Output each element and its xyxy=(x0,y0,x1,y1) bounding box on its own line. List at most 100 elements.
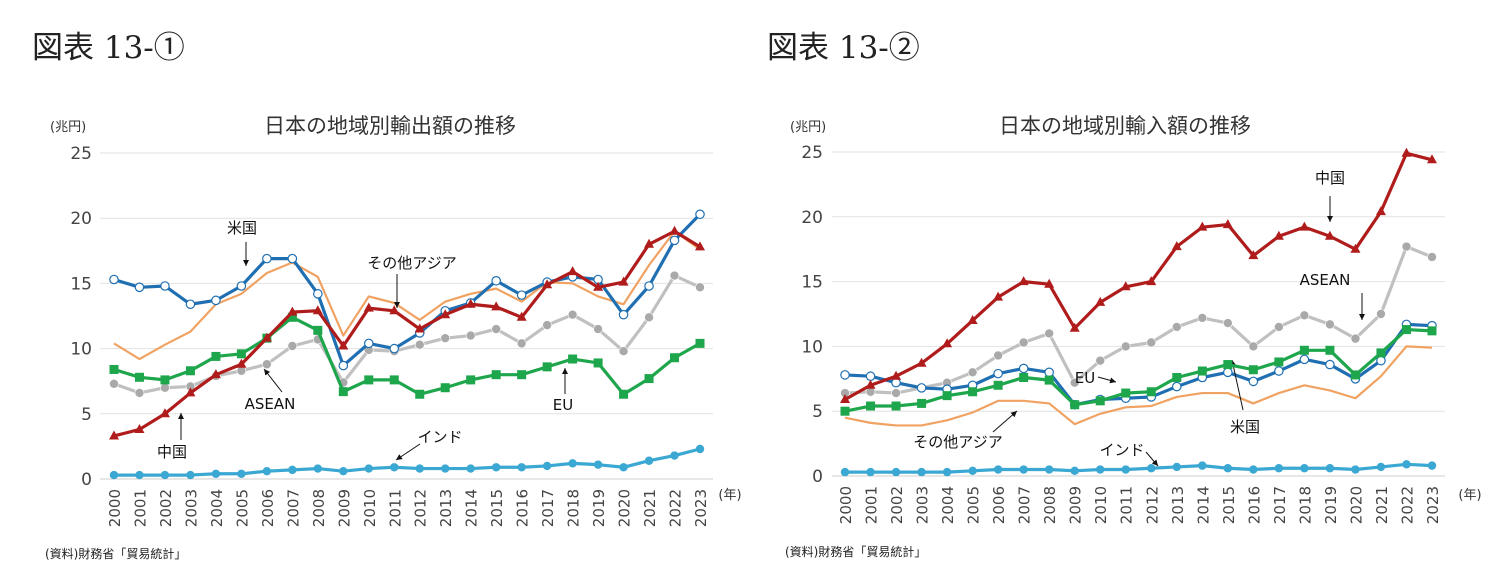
series-label: 中国 xyxy=(157,443,187,461)
data-point xyxy=(866,467,875,477)
y-tick-label: 0 xyxy=(81,470,92,490)
data-point xyxy=(1248,376,1259,387)
data-point xyxy=(1120,281,1131,291)
data-point xyxy=(338,360,349,371)
data-point xyxy=(237,469,246,478)
series-label: 中国 xyxy=(1315,169,1345,187)
data-point xyxy=(1325,464,1335,473)
data-point xyxy=(414,339,425,350)
data-point xyxy=(1044,465,1054,474)
data-point xyxy=(1427,461,1437,470)
data-point xyxy=(1198,461,1207,470)
x-tick-label: 2006 xyxy=(990,486,1008,524)
data-point xyxy=(134,282,145,293)
series-label: 米国 xyxy=(227,219,257,237)
data-point xyxy=(1120,341,1131,352)
x-tick-label: 2008 xyxy=(1041,486,1059,524)
data-point xyxy=(287,253,298,264)
data-point xyxy=(670,451,679,460)
data-point xyxy=(364,375,374,385)
data-point xyxy=(1223,318,1233,328)
x-tick-label: 2016 xyxy=(1245,486,1263,524)
data-point xyxy=(1095,296,1106,306)
data-point xyxy=(287,312,297,322)
x-tick-label: 2001 xyxy=(863,486,881,524)
data-point xyxy=(287,341,298,351)
y-tick-label: 20 xyxy=(70,209,92,229)
data-point xyxy=(1223,367,1233,378)
data-point xyxy=(618,309,629,320)
series-label: EU xyxy=(553,396,573,414)
data-point xyxy=(109,379,119,389)
data-point xyxy=(942,391,952,401)
data-point xyxy=(1018,337,1029,348)
data-point xyxy=(1019,465,1028,474)
data-point xyxy=(542,279,553,289)
data-point xyxy=(593,281,604,291)
annotation-arrow xyxy=(1097,376,1117,384)
data-point xyxy=(1325,345,1335,355)
x-tick-label: 2019 xyxy=(1322,486,1340,524)
data-point xyxy=(542,320,552,330)
data-point xyxy=(619,389,629,399)
y-axis-unit: (兆円) xyxy=(50,120,86,135)
data-point xyxy=(967,367,978,378)
data-point xyxy=(670,353,680,363)
y-tick-label: 25 xyxy=(70,144,92,164)
data-point xyxy=(1401,325,1411,335)
x-tick-label: 2001 xyxy=(131,489,149,527)
data-point xyxy=(1172,373,1182,383)
data-point xyxy=(1351,465,1360,474)
x-tick-label: 2018 xyxy=(565,489,583,527)
data-point xyxy=(312,305,323,315)
data-point xyxy=(134,372,144,382)
data-point xyxy=(1248,341,1259,352)
annotation-arrow xyxy=(395,443,421,461)
data-point xyxy=(288,465,297,475)
data-point xyxy=(695,209,705,220)
series-EU: EU xyxy=(109,312,705,414)
x-axis-unit: (年) xyxy=(718,488,741,503)
series-line xyxy=(113,230,701,361)
data-point xyxy=(942,467,952,477)
data-point xyxy=(1171,381,1182,392)
data-point xyxy=(364,464,373,473)
data-point xyxy=(1146,276,1157,286)
series-インド: インド xyxy=(840,441,1437,477)
data-point xyxy=(1350,370,1360,380)
data-point xyxy=(491,463,501,472)
x-tick-label: 2012 xyxy=(1143,486,1161,524)
data-point xyxy=(134,423,145,433)
data-point xyxy=(338,340,349,350)
series-line xyxy=(844,345,1433,427)
x-tick-label: 2002 xyxy=(888,486,906,524)
data-point xyxy=(261,332,272,342)
data-point xyxy=(363,338,374,349)
data-point xyxy=(262,466,272,476)
data-point xyxy=(211,295,221,306)
data-point xyxy=(211,469,221,478)
data-point xyxy=(516,311,527,321)
series-その他アジア: その他アジア xyxy=(113,230,701,361)
data-point xyxy=(1299,221,1310,231)
data-point xyxy=(695,338,705,348)
data-point xyxy=(491,301,502,311)
data-point xyxy=(1147,464,1156,473)
figure-label-exports: 図表 13-① xyxy=(32,30,185,66)
x-tick-label: 2009 xyxy=(1067,486,1085,524)
data-point xyxy=(516,338,527,349)
data-point xyxy=(1274,322,1284,332)
annotation-arrow xyxy=(1145,451,1159,467)
x-tick-label: 2017 xyxy=(1271,486,1289,524)
annotation-arrow xyxy=(1230,359,1244,411)
data-point xyxy=(865,379,876,389)
x-tick-label: 2020 xyxy=(1347,486,1365,524)
x-tick-label: 2000 xyxy=(106,489,124,527)
y-tick-label: 20 xyxy=(801,208,823,228)
data-point xyxy=(1070,466,1079,476)
x-tick-label: 2004 xyxy=(939,486,957,524)
data-point xyxy=(669,225,680,235)
source-note: (資料)財務省「貿易統計」 xyxy=(45,546,186,561)
data-point xyxy=(1376,309,1386,319)
data-point xyxy=(644,281,654,291)
